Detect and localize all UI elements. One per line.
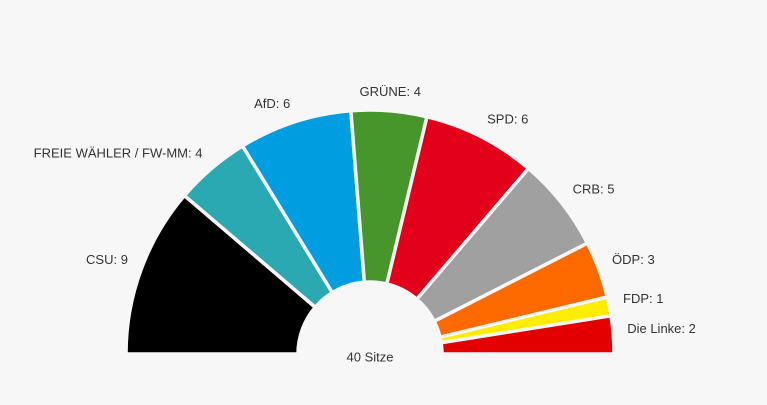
center-label: 40 Sitze (347, 349, 394, 364)
segment-label: GRÜNE: 4 (360, 84, 421, 99)
seat-segment (414, 165, 590, 324)
segment-label: FREIE WÄHLER / FW-MM: 4 (34, 145, 203, 160)
seat-segment (439, 313, 616, 356)
seat-segment (384, 114, 531, 302)
segment-label: CRB: 5 (573, 182, 615, 197)
segment-label: AfD: 6 (254, 96, 290, 111)
seat-segment (240, 108, 367, 296)
segment-label: SPD: 6 (487, 112, 528, 127)
segment-label: CSU: 9 (86, 252, 128, 267)
segment-label: Die Linke: 2 (627, 321, 696, 336)
seat-segment (124, 193, 318, 356)
segment-label: FDP: 1 (623, 291, 663, 306)
segment-label: ÖDP: 3 (612, 252, 655, 267)
